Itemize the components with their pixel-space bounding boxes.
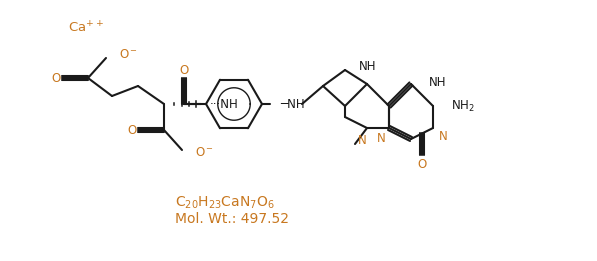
Text: ···NH: ···NH [210, 98, 239, 110]
Text: N: N [377, 132, 386, 145]
Text: O$^-$: O$^-$ [119, 49, 138, 62]
Text: C$_{20}$H$_{23}$CaN$_{7}$O$_{6}$: C$_{20}$H$_{23}$CaN$_{7}$O$_{6}$ [175, 195, 275, 211]
Text: O: O [51, 72, 61, 85]
Text: Ca$^{++}$: Ca$^{++}$ [68, 20, 104, 35]
Text: O: O [417, 158, 427, 171]
Text: N: N [358, 133, 367, 146]
Text: O$^-$: O$^-$ [195, 146, 214, 159]
Text: NH: NH [429, 75, 447, 88]
Text: O: O [179, 63, 189, 76]
Text: NH: NH [359, 61, 377, 74]
Text: Mol. Wt.: 497.52: Mol. Wt.: 497.52 [175, 212, 289, 226]
Text: ─NH: ─NH [280, 98, 304, 110]
Text: NH$_2$: NH$_2$ [451, 98, 475, 114]
Text: N: N [439, 129, 448, 143]
Text: O: O [127, 123, 137, 137]
